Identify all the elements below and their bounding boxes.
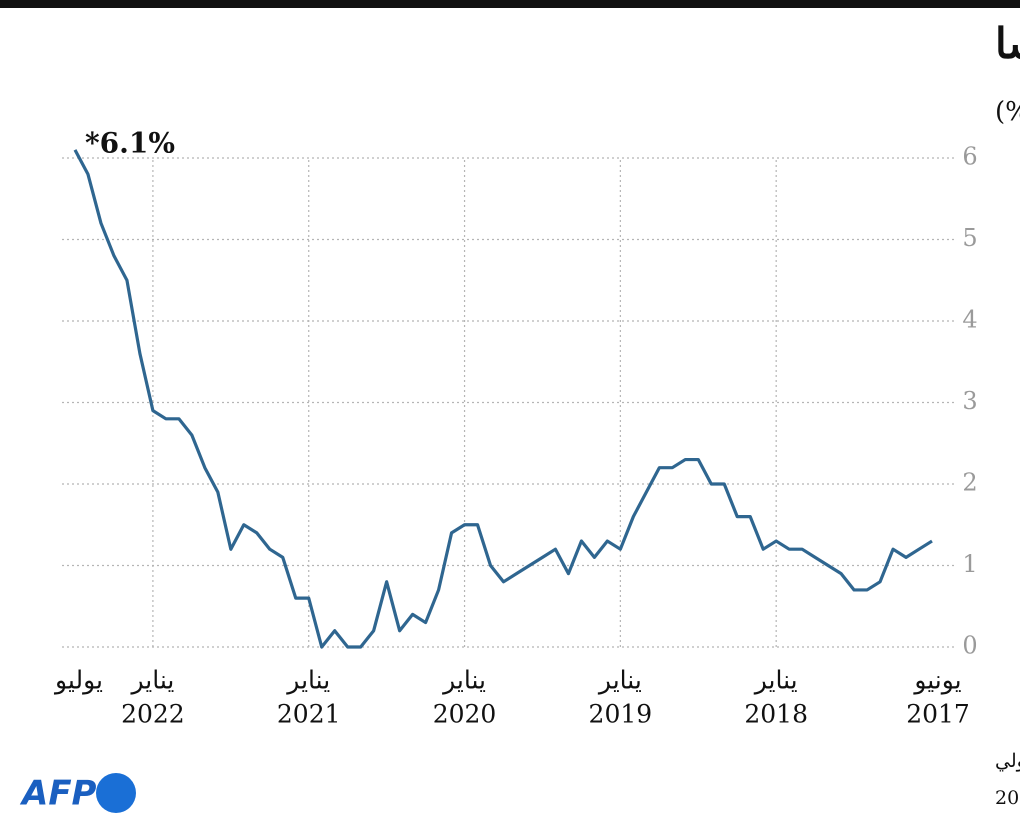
y-tick-label: 3 [962, 387, 977, 415]
y-tick-label: 5 [962, 224, 977, 252]
y-tick-label: 2 [962, 469, 977, 497]
x-tick-label: يناير [753, 666, 798, 696]
x-tick-label: يونيو [912, 666, 961, 696]
logo-circle [96, 773, 136, 813]
x-tick-label: يوليو [53, 666, 103, 696]
x-tick-year: 2019 [589, 700, 653, 729]
x-tick-label: يناير [129, 666, 174, 696]
x-tick-year: 2021 [277, 700, 341, 729]
x-tick-label: يناير [441, 666, 486, 696]
footnote: *تقدير أولي [995, 747, 1020, 772]
y-tick-label: 0 [962, 632, 977, 660]
y-tick-label: 4 [962, 306, 977, 334]
y-tick-label: 1 [962, 550, 977, 578]
y-tick-label: 6 [962, 143, 977, 171]
chart-title: التضخم في فرنسا [995, 19, 1020, 69]
x-tick-year: 2020 [433, 700, 497, 729]
x-tick-label: يناير [597, 666, 642, 696]
x-tick-year: 2018 [744, 700, 808, 729]
logo-text: AFP [19, 774, 97, 814]
x-tick-label: يناير [285, 666, 330, 696]
value-label: *6.1% [85, 126, 175, 159]
logo: AFP [19, 773, 136, 814]
data-line [73, 149, 933, 649]
x-tick-year: 2022 [121, 700, 185, 729]
x-tick-year: 2017 [906, 700, 970, 729]
source: المصدر: المعهد الوطني للإحصاءات والدراسا… [995, 787, 1020, 809]
top-bar [0, 0, 1020, 8]
chart-subtitle: التغير الشهري لأسعار المستهلك، على أساس … [995, 93, 1020, 127]
